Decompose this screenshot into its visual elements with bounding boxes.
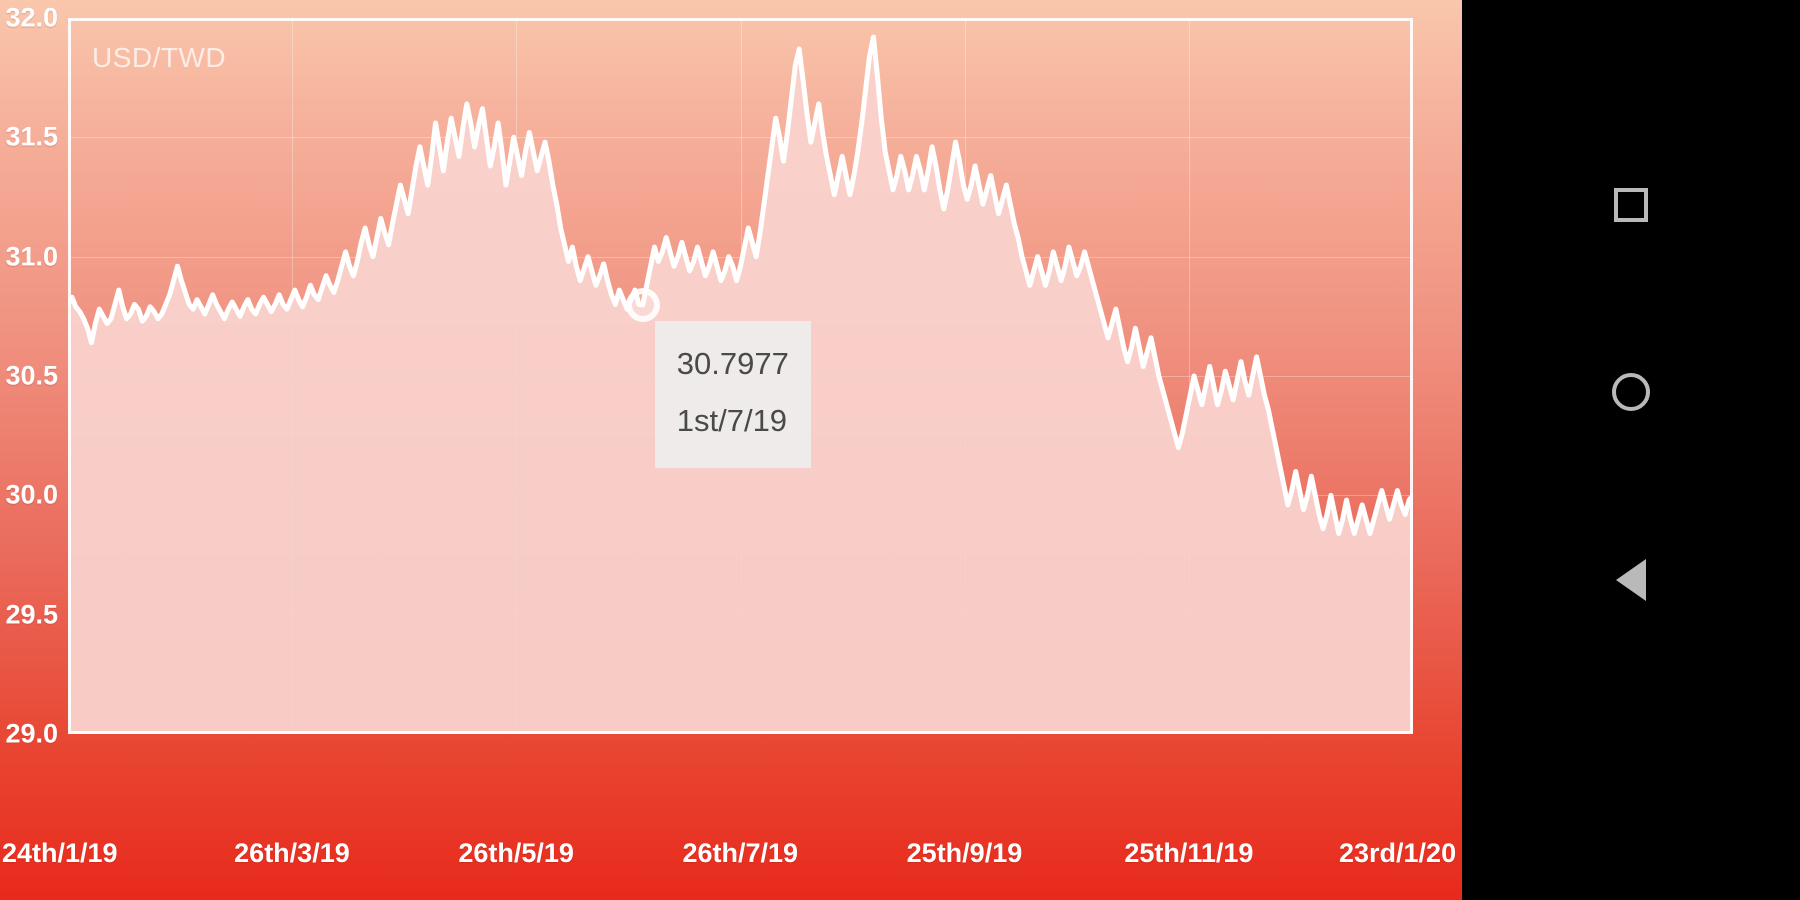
series-label: USD/TWD [92,42,227,73]
y-axis-tick-label: 31.5 [5,121,58,152]
y-axis: 29.0 29.5 30.0 30.5 31.0 31.5 32.0 [0,0,64,900]
x-axis-tick-label: 25th/9/19 [906,838,1023,868]
back-icon [1616,559,1646,601]
x-axis-tick-label: 26th/5/19 [458,838,574,868]
data-point-tooltip: 30.7977 1st/7/19 [654,320,811,468]
x-axis-tick-label: 25th/11/19 [1124,838,1254,868]
y-axis-tick-label: 32.0 [5,2,58,33]
y-axis-tick-label: 29.5 [5,599,58,630]
home-button[interactable] [1591,352,1671,432]
series-line [68,34,1413,537]
x-axis-tick-label: 26th/7/19 [682,838,799,868]
recents-icon [1614,188,1648,222]
gridline-vertical [1188,18,1190,734]
x-axis-tick-label: 23rd/1/20 [1339,838,1457,868]
y-axis-tick-label: 31.0 [5,241,58,272]
tooltip-value: 30.7977 [676,345,789,381]
gridline-horizontal [68,137,1413,139]
x-axis-tick-label: 26th/3/19 [234,838,350,868]
android-navigation-bar [1462,0,1800,900]
y-axis-tick-label: 30.5 [5,360,58,391]
y-axis-tick-label: 29.0 [5,718,58,749]
x-axis-tick-label: 24th/1/19 [2,838,118,868]
home-icon [1612,373,1650,411]
recents-button[interactable] [1591,165,1671,245]
chart-app-viewport: USD/TWD 29.0 29.5 30.0 30.5 31.0 31.5 32.0 24t… [0,0,1462,900]
selected-point-marker[interactable] [625,287,660,322]
tooltip-date: 1st/7/19 [676,403,788,439]
y-axis-tick-label: 30.0 [5,479,58,510]
back-button[interactable] [1591,540,1671,620]
x-axis: 24th/1/19 26th/3/19 26th/5/19 26th/7/19 25th… [0,838,1462,900]
